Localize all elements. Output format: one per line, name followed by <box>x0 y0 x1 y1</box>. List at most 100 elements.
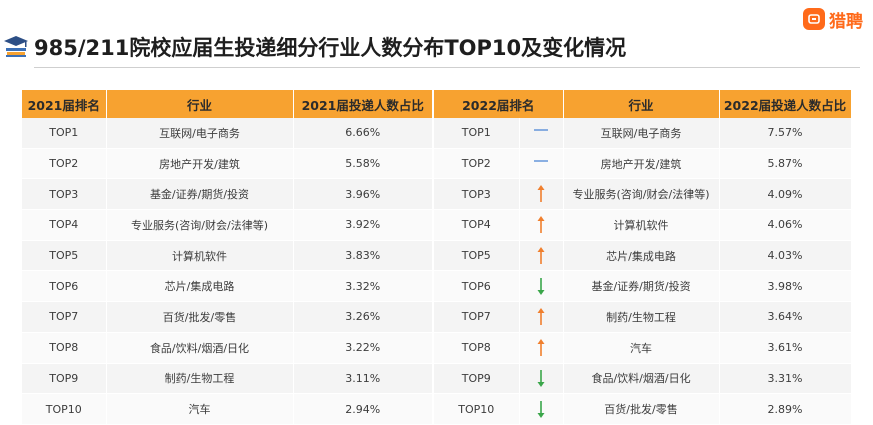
header-share-2021: 2021届投递人数占比 <box>293 90 434 118</box>
arrow-up-icon <box>534 246 548 266</box>
arrow-up-icon <box>534 338 548 358</box>
share-2021-cell: 3.83% <box>293 240 434 272</box>
industry-2022-cell: 计算机软件 <box>563 209 720 241</box>
rank-2022-cell: TOP7 <box>432 301 520 333</box>
table-row: TOP7 百货/批发/零售 3.26% TOP7 制药/生物工程 3.64% <box>22 301 852 333</box>
rank-2021-cell: TOP5 <box>22 240 107 272</box>
share-2021-cell: 6.66% <box>293 118 434 149</box>
share-2022-cell: 3.61% <box>719 332 852 364</box>
trend-cell <box>519 209 564 241</box>
page-header: 985/211院校应届生投递细分行业人数分布TOP10及变化情况 猎聘 <box>0 0 873 72</box>
table-row: TOP6 芯片/集成电路 3.32% TOP6 基金/证券/期货/投资 3.98% <box>22 270 852 303</box>
arrow-down-icon <box>534 368 548 388</box>
arrow-down-icon <box>534 276 548 296</box>
industry-2022-cell: 制药/生物工程 <box>563 301 720 333</box>
header-industry-2021: 行业 <box>106 90 294 118</box>
header-rank-2021: 2021届排名 <box>22 90 107 118</box>
rank-2021-cell: TOP6 <box>22 270 107 303</box>
rank-2022-cell: TOP8 <box>432 332 520 364</box>
logo-text: 猎聘 <box>829 11 863 32</box>
rank-2021-cell: TOP4 <box>22 209 107 241</box>
header-industry-2022: 行业 <box>563 90 720 118</box>
industry-2022-cell: 芯片/集成电路 <box>563 240 720 272</box>
rank-2022-cell: TOP6 <box>432 270 520 303</box>
table-row: TOP1 互联网/电子商务 6.66% TOP1 互联网/电子商务 7.57% <box>22 118 852 149</box>
share-2021-cell: 3.32% <box>293 270 434 303</box>
share-2021-cell: 5.58% <box>293 148 434 180</box>
rank-2022-cell: TOP1 <box>432 118 520 149</box>
share-2021-cell: 3.26% <box>293 301 434 333</box>
trend-cell <box>519 178 564 211</box>
trend-cell <box>519 301 564 333</box>
share-2021-cell: 3.22% <box>293 332 434 364</box>
trend-cell <box>519 332 564 364</box>
share-2021-cell: 3.11% <box>293 363 434 395</box>
trend-cell <box>519 393 564 425</box>
share-2022-cell: 2.89% <box>719 393 852 425</box>
rank-2022-cell: TOP2 <box>432 148 520 180</box>
liepin-logo-icon <box>803 8 825 30</box>
share-2022-cell: 4.06% <box>719 209 852 241</box>
table-row: TOP3 基金/证券/期货/投资 3.96% TOP3 专业服务(咨询/财会/法律等) 4… <box>22 178 852 211</box>
share-2022-cell: 3.31% <box>719 363 852 395</box>
industry-2021-cell: 百货/批发/零售 <box>106 301 294 333</box>
table-row: TOP4 专业服务(咨询/财会/法律等) 3.92% TOP4 计算机软件 4.06% <box>22 209 852 241</box>
arrow-down-icon <box>534 399 548 419</box>
industry-2021-cell: 制药/生物工程 <box>106 363 294 395</box>
title-divider <box>34 67 860 68</box>
industry-2021-cell: 食品/饮料/烟酒/日化 <box>106 332 294 364</box>
rank-2021-cell: TOP3 <box>22 178 107 211</box>
ranking-table: 2021届排名 行业 2021届投递人数占比 2022届排名 行业 2022届投… <box>22 90 852 425</box>
industry-2022-cell: 互联网/电子商务 <box>563 118 720 149</box>
rank-2021-cell: TOP8 <box>22 332 107 364</box>
table-row: TOP2 房地产开发/建筑 5.58% TOP2 房地产开发/建筑 5.87% <box>22 148 852 180</box>
table-row: TOP8 食品/饮料/烟酒/日化 3.22% TOP8 汽车 3.61% <box>22 332 852 364</box>
header-rank-2022: 2022届排名 <box>431 90 564 118</box>
share-2021-cell: 2.94% <box>293 393 434 425</box>
rank-2022-cell: TOP10 <box>432 393 520 425</box>
flat-dash-icon <box>534 154 548 174</box>
arrow-up-icon <box>534 215 548 235</box>
trend-cell <box>519 148 564 180</box>
trend-cell <box>519 240 564 272</box>
industry-2022-cell: 食品/饮料/烟酒/日化 <box>563 363 720 395</box>
trend-cell <box>519 270 564 303</box>
industry-2022-cell: 房地产开发/建筑 <box>563 148 720 180</box>
table-row: TOP10 汽车 2.94% TOP10 百货/批发/零售 2.89% <box>22 393 852 425</box>
arrow-up-icon <box>534 184 548 204</box>
rank-2021-cell: TOP10 <box>22 393 107 425</box>
share-2022-cell: 3.98% <box>719 270 852 303</box>
rank-2021-cell: TOP1 <box>22 118 107 149</box>
industry-2022-cell: 百货/批发/零售 <box>563 393 720 425</box>
industry-2022-cell: 基金/证券/期货/投资 <box>563 270 720 303</box>
industry-2021-cell: 专业服务(咨询/财会/法律等) <box>106 209 294 241</box>
rank-2021-cell: TOP7 <box>22 301 107 333</box>
rank-2022-cell: TOP3 <box>432 178 520 211</box>
trend-cell <box>519 363 564 395</box>
share-2022-cell: 5.87% <box>719 148 852 180</box>
rank-2022-cell: TOP9 <box>432 363 520 395</box>
industry-2021-cell: 房地产开发/建筑 <box>106 148 294 180</box>
share-2022-cell: 3.64% <box>719 301 852 333</box>
arrow-up-icon <box>534 307 548 327</box>
industry-2022-cell: 汽车 <box>563 332 720 364</box>
page-title: 985/211院校应届生投递细分行业人数分布TOP10及变化情况 <box>34 36 627 60</box>
industry-2022-cell: 专业服务(咨询/财会/法律等) <box>563 178 720 211</box>
trend-cell <box>519 118 564 149</box>
share-2022-cell: 4.09% <box>719 178 852 211</box>
industry-2021-cell: 基金/证券/期货/投资 <box>106 178 294 211</box>
liepin-logo: 猎聘 <box>803 6 863 32</box>
share-2021-cell: 3.92% <box>293 209 434 241</box>
share-2022-cell: 7.57% <box>719 118 852 149</box>
share-2021-cell: 3.96% <box>293 178 434 211</box>
rank-2021-cell: TOP9 <box>22 363 107 395</box>
rank-2022-cell: TOP5 <box>432 240 520 272</box>
header-share-2022: 2022届投递人数占比 <box>719 90 852 118</box>
industry-2021-cell: 互联网/电子商务 <box>106 118 294 149</box>
table-row: TOP5 计算机软件 3.83% TOP5 芯片/集成电路 4.03% <box>22 240 852 272</box>
graduation-cap-icon <box>4 34 32 58</box>
flat-dash-icon <box>534 123 548 143</box>
rank-2022-cell: TOP4 <box>432 209 520 241</box>
industry-2021-cell: 芯片/集成电路 <box>106 270 294 303</box>
share-2022-cell: 4.03% <box>719 240 852 272</box>
